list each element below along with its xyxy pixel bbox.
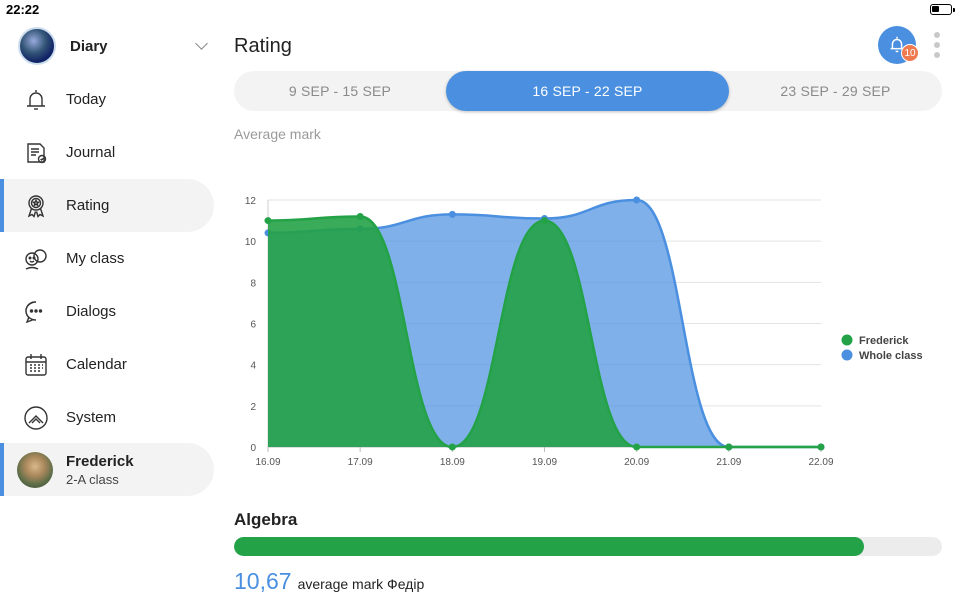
- sidebar-nav: Today Journal Rating My class Dialogs: [0, 73, 220, 444]
- x-tick-label: 22.09: [808, 457, 833, 468]
- sidebar-item-rating[interactable]: Rating: [0, 179, 214, 232]
- sidebar-item-system[interactable]: System: [0, 391, 220, 444]
- sidebar-item-label: Journal: [66, 144, 116, 161]
- y-tick-label: 6: [250, 320, 256, 331]
- battery-icon: [930, 4, 955, 15]
- x-tick-label: 21.09: [716, 457, 741, 468]
- y-tick-label: 12: [245, 196, 257, 207]
- diary-avatar: [18, 27, 56, 65]
- user-avatar: [17, 451, 53, 488]
- data-point: [633, 196, 641, 204]
- y-tick-label: 8: [250, 278, 256, 289]
- notifications-button[interactable]: 10: [878, 26, 919, 64]
- x-tick-label: 18.09: [440, 457, 465, 468]
- x-tick-label: 16.09: [255, 457, 280, 468]
- profile-switcher[interactable]: Diary: [18, 26, 218, 66]
- bell-icon: [22, 86, 50, 114]
- legend-label: Whole class: [859, 350, 923, 362]
- data-point: [448, 210, 456, 218]
- week-tab[interactable]: 23 SEP - 29 SEP: [780, 83, 891, 99]
- series-line-frederick: [267, 215, 821, 449]
- legend-marker: [841, 349, 853, 361]
- award-icon: [22, 192, 50, 220]
- week-tab[interactable]: 9 SEP - 15 SEP: [288, 83, 392, 99]
- average-mark-line: 10,67 average mark Федір: [234, 568, 424, 595]
- rating-chart: 0 2 4 6 8 10 12 16.09 17.09 18.09 19.09 20.09 21.09 2…: [245, 196, 923, 468]
- more-options-button[interactable]: [933, 32, 941, 60]
- page-title: Rating: [234, 35, 292, 57]
- class-icon: [22, 245, 50, 273]
- data-point: [356, 212, 364, 220]
- current-user-card[interactable]: Frederick 2-A class: [0, 443, 214, 496]
- sidebar-item-label: Rating: [66, 197, 110, 214]
- sidebar-item-label: System: [66, 409, 117, 426]
- x-tick-label: 17.09: [348, 457, 373, 468]
- profile-name: Diary: [70, 37, 108, 55]
- sidebar-item-label: Dialogs: [66, 303, 117, 320]
- chevron-down-icon[interactable]: [195, 37, 208, 50]
- data-point: [633, 443, 641, 451]
- status-time: 22:22: [6, 2, 40, 17]
- sidebar-item-journal[interactable]: Journal: [0, 126, 220, 179]
- sidebar-item-today[interactable]: Today: [0, 73, 220, 126]
- chat-icon: [22, 298, 50, 326]
- sidebar: Diary Today Journal Rating My class: [0, 18, 220, 600]
- average-mark-heading: Average mark: [234, 126, 321, 142]
- series-area-frederick: [268, 216, 821, 447]
- y-tick-label: 2: [250, 402, 256, 413]
- journal-icon: [22, 139, 50, 167]
- y-tick-label: 10: [245, 237, 257, 248]
- system-icon: [22, 404, 50, 432]
- x-tick-label: 20.09: [624, 457, 649, 468]
- user-class: 2-A class: [66, 471, 119, 487]
- sidebar-item-label: Calendar: [66, 356, 127, 373]
- sidebar-item-my-class[interactable]: My class: [0, 232, 220, 285]
- sidebar-item-label: My class: [66, 250, 125, 267]
- y-tick-label: 0: [250, 443, 256, 454]
- data-point: [541, 217, 548, 225]
- sidebar-item-label: Today: [66, 91, 107, 108]
- notification-badge: 10: [901, 44, 919, 62]
- week-tab-selected[interactable]: 16 SEP - 22 SEP: [446, 71, 729, 111]
- main-content: Rating 10 9 SEP - 15 SEP 16 SEP - 22 SEP…: [220, 18, 960, 600]
- data-point: [817, 443, 825, 451]
- user-name: Frederick: [66, 452, 134, 470]
- data-point: [448, 443, 456, 451]
- sidebar-item-dialogs[interactable]: Dialogs: [0, 285, 220, 338]
- calendar-icon: [22, 351, 50, 379]
- sidebar-item-calendar[interactable]: Calendar: [0, 338, 220, 391]
- data-point: [264, 217, 272, 225]
- subject-progress-track: [234, 537, 942, 556]
- week-selector: 9 SEP - 15 SEP 16 SEP - 22 SEP 23 SEP - …: [234, 71, 942, 111]
- legend-label: Frederick: [859, 335, 909, 347]
- subject-progress-bar: [234, 537, 865, 556]
- legend-marker: [841, 334, 853, 346]
- subject-name: Algebra: [234, 510, 298, 529]
- average-mark-caption: average mark Федір: [297, 576, 425, 592]
- status-bar: 22:22: [0, 0, 960, 18]
- data-point: [725, 443, 733, 451]
- average-mark-value: 10,67: [234, 568, 292, 594]
- x-tick-label: 19.09: [532, 457, 557, 468]
- y-tick-label: 4: [250, 361, 256, 372]
